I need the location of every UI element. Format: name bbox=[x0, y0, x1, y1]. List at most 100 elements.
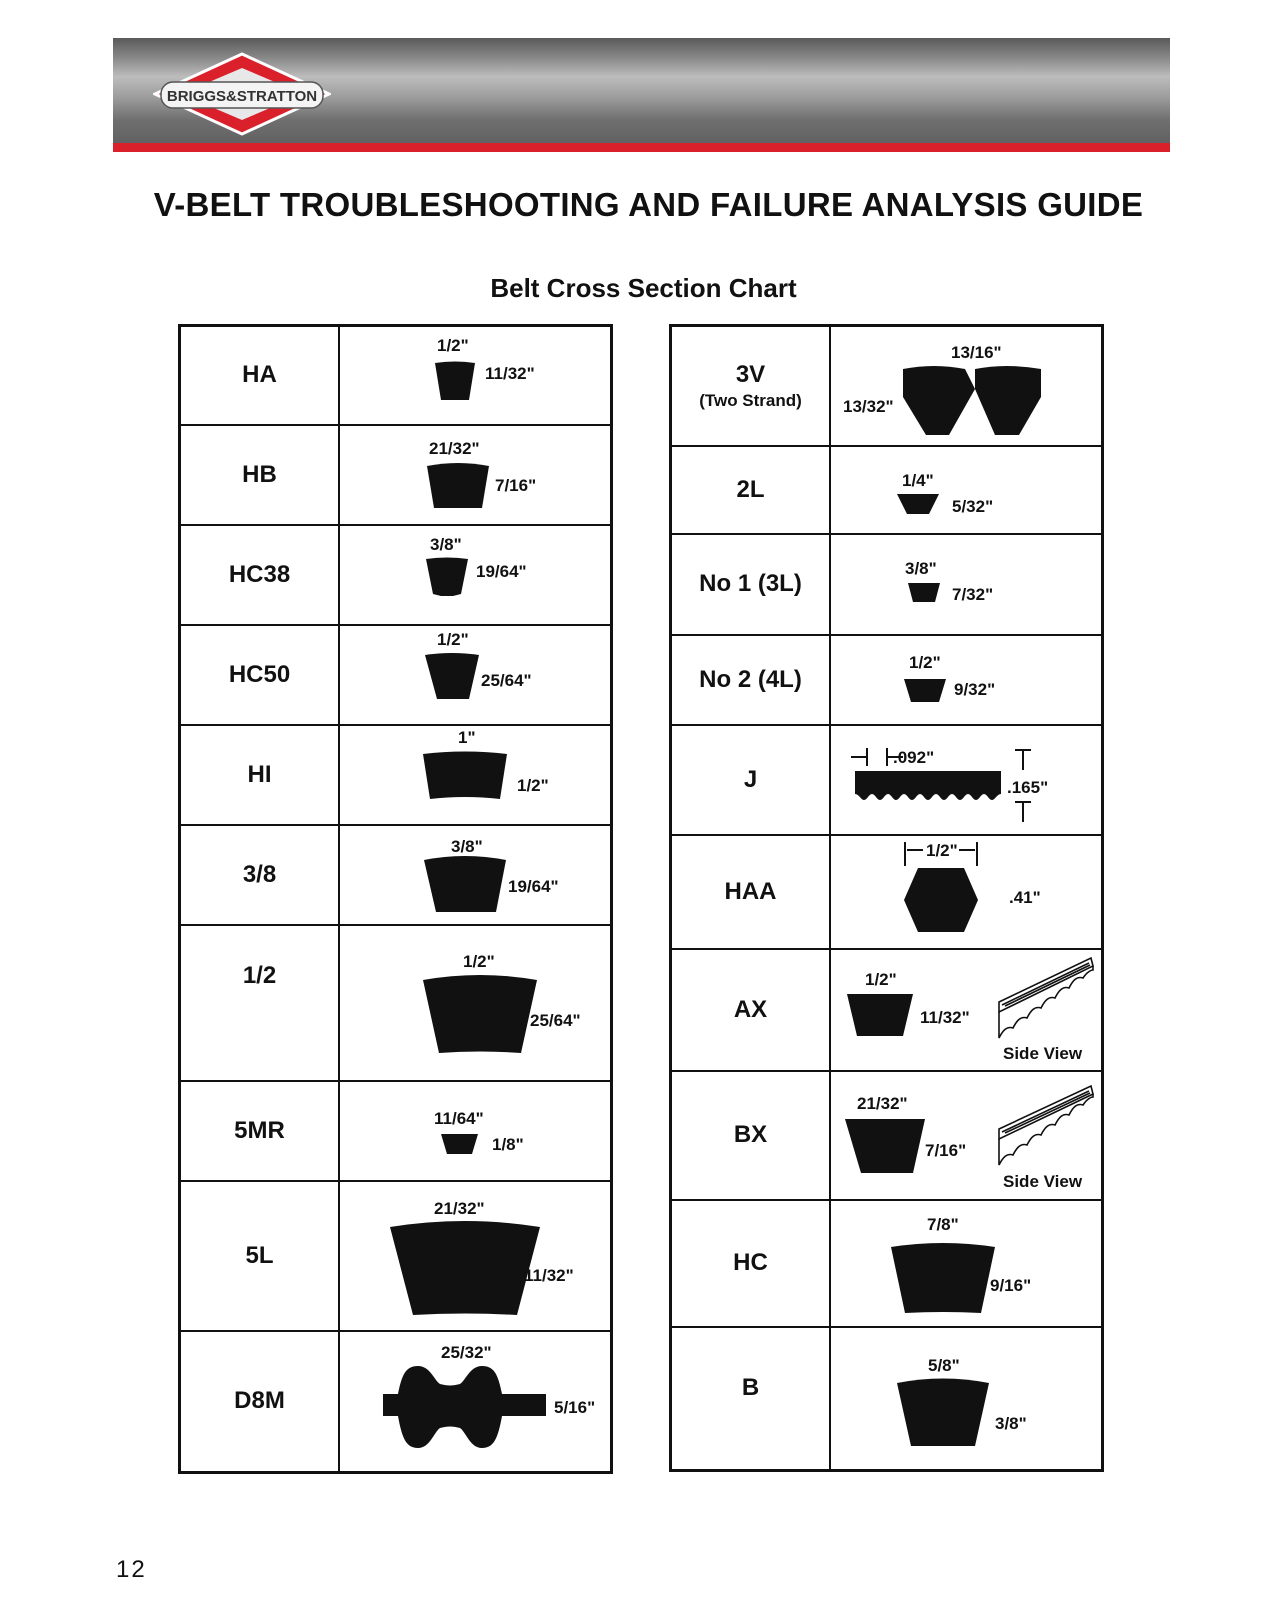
top-dimension: 1" bbox=[458, 727, 476, 747]
belt-name: HC bbox=[669, 1198, 831, 1328]
side-dimension: .165" bbox=[1007, 777, 1049, 797]
top-dimension: 21/32" bbox=[429, 438, 480, 458]
dimension-arrows bbox=[851, 747, 1031, 822]
brand-text: BRIGGS&STRATTON bbox=[167, 88, 317, 105]
side-dimension: 11/32" bbox=[485, 364, 535, 383]
belt-name-sub: (Two Strand) bbox=[699, 390, 802, 410]
side-dimension: 1/8" bbox=[492, 1134, 524, 1154]
belt-cross-section bbox=[424, 855, 506, 912]
top-dimension: 1/2" bbox=[437, 629, 469, 649]
belt-shape-cell: 3/8" 7/32" bbox=[829, 532, 1104, 636]
belt-cross-section bbox=[441, 1133, 478, 1154]
belt-shape-cell: 25/32" 5/16" bbox=[338, 1329, 613, 1474]
side-dimension: 11/32" bbox=[920, 1007, 970, 1027]
belt-shape-cell: 1/2" 25/64" bbox=[338, 623, 613, 726]
belt-shape-cell: 7/8" 9/16" bbox=[829, 1198, 1104, 1328]
belt-shape-cell: 1/2" 25/64" bbox=[338, 923, 613, 1082]
top-dimension: 3/8" bbox=[451, 836, 483, 856]
side-dimension: 9/32" bbox=[954, 679, 996, 699]
belt-name: 3/8 bbox=[178, 823, 340, 926]
belt-shape-cell: 3/8" 19/64" bbox=[338, 523, 613, 626]
belt-name: 1/2 bbox=[178, 923, 340, 1082]
belt-cross-section bbox=[427, 462, 489, 508]
top-dimension: 21/32" bbox=[434, 1198, 485, 1218]
belt-name: HB bbox=[178, 423, 340, 526]
belt-name: HC50 bbox=[178, 623, 340, 726]
chart-subtitle: Belt Cross Section Chart bbox=[490, 273, 797, 303]
side-dimension: 13/32" bbox=[843, 397, 894, 416]
belt-name: HAA bbox=[669, 833, 831, 950]
top-dimension: 11/64" bbox=[434, 1108, 484, 1128]
side-dimension: 19/64" bbox=[476, 561, 527, 581]
side-dimension: .41" bbox=[1009, 887, 1041, 907]
side-view-label: Side View bbox=[1003, 1043, 1083, 1063]
belt-shape-cell: .092" .165" bbox=[829, 723, 1104, 836]
top-dimension: 1/2" bbox=[437, 336, 469, 355]
belt-cross-section bbox=[855, 770, 1001, 800]
top-dimension: 1/2" bbox=[865, 969, 897, 989]
belt-cross-section bbox=[897, 1378, 989, 1446]
belt-shape-cell: 21/32" 7/16" bbox=[338, 423, 613, 526]
belt-name: BX bbox=[669, 1069, 831, 1201]
belt-cross-section bbox=[435, 361, 475, 400]
belt-shape-cell: 5/8" 3/8" bbox=[829, 1325, 1104, 1472]
top-dimension: 3/8" bbox=[905, 558, 937, 578]
top-dimension: .092" bbox=[893, 747, 935, 767]
belt-shape-cell: 11/64" 1/8" bbox=[338, 1079, 613, 1182]
side-dimension: 19/64" bbox=[508, 876, 559, 896]
belt-shape-cell: 1/2" .41" bbox=[829, 833, 1104, 950]
belt-name: 3V bbox=[735, 360, 766, 388]
belt-name: No 2 (4L) bbox=[669, 633, 831, 726]
side-dimension: 9/16" bbox=[990, 1275, 1032, 1295]
side-dimension: 11/32" bbox=[524, 1265, 574, 1285]
belt-shape-cell: 1/2" 9/32" bbox=[829, 633, 1104, 726]
top-dimension: 1/4" bbox=[902, 470, 934, 490]
belt-cross-section bbox=[423, 751, 507, 799]
belt-cross-section bbox=[423, 974, 537, 1053]
belt-cross-section bbox=[425, 652, 479, 699]
right-belt-table: 3V (Two Strand) 13/16" 13/32" 2L 1/4" 5/3… bbox=[669, 324, 1104, 1472]
belt-cross-section bbox=[903, 366, 1041, 435]
side-view-label: Side View bbox=[1003, 1171, 1083, 1191]
side-dimension: 5/16" bbox=[554, 1397, 596, 1417]
belt-cross-section bbox=[897, 493, 939, 514]
page-title: V-BELT TROUBLESHOOTING AND FAILURE ANALY… bbox=[153, 186, 1144, 223]
top-dimension: 3/8" bbox=[430, 534, 462, 554]
belt-shape-cell: 21/32" 11/32" bbox=[338, 1179, 613, 1332]
side-dimension: 25/64" bbox=[481, 670, 532, 690]
belt-name: HI bbox=[178, 723, 340, 826]
belt-cross-section bbox=[904, 867, 978, 932]
belt-name: J bbox=[669, 723, 831, 836]
belt-shape-cell: 1/2" 11/32" Side View bbox=[829, 947, 1104, 1072]
belt-name: 5MR bbox=[178, 1079, 340, 1182]
top-dimension: 25/32" bbox=[441, 1342, 492, 1362]
dimension-arrows bbox=[904, 841, 978, 866]
belt-cross-section bbox=[847, 993, 913, 1036]
page-number: 12 bbox=[116, 1556, 147, 1583]
belt-name: B bbox=[669, 1325, 831, 1472]
side-view-illustration bbox=[998, 956, 1094, 1038]
belt-name: HC38 bbox=[178, 523, 340, 626]
belt-name: 2L bbox=[669, 444, 831, 535]
belt-cross-section bbox=[390, 1220, 540, 1315]
top-dimension: 1/2" bbox=[909, 652, 941, 672]
belt-cross-section bbox=[426, 557, 468, 596]
belt-shape-cell: 1" 1/2" bbox=[338, 723, 613, 826]
belt-shape-cell: 1/2" 11/32" bbox=[338, 324, 613, 426]
header-banner: BRIGGS&STRATTON bbox=[113, 38, 1170, 152]
belt-shape-cell: 21/32" 7/16" Side View bbox=[829, 1069, 1104, 1201]
top-dimension: 1/2" bbox=[463, 951, 495, 971]
belt-shape-cell: 3/8" 19/64" bbox=[338, 823, 613, 926]
belt-name: D8M bbox=[178, 1329, 340, 1474]
belt-shape-cell: 13/16" 13/32" bbox=[829, 324, 1104, 447]
belt-shape-cell: 1/4" 5/32" bbox=[829, 444, 1104, 535]
belt-cross-section bbox=[908, 582, 940, 602]
top-dimension: 1/2" bbox=[926, 840, 958, 860]
belt-name-cell: 3V (Two Strand) bbox=[669, 324, 831, 447]
briggs-stratton-logo: BRIGGS&STRATTON bbox=[153, 52, 331, 136]
top-dimension: 13/16" bbox=[951, 343, 1002, 362]
belt-name: 5L bbox=[178, 1179, 340, 1332]
top-dimension: 21/32" bbox=[857, 1093, 908, 1113]
belt-cross-section bbox=[845, 1118, 925, 1173]
side-dimension: 5/32" bbox=[952, 496, 994, 516]
